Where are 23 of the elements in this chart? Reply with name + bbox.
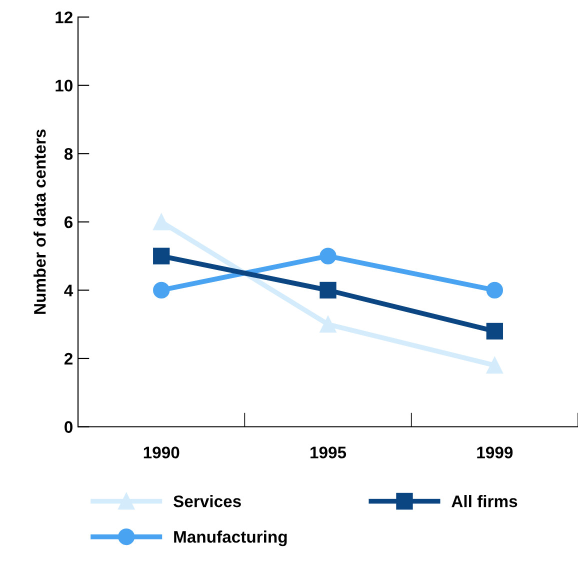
y-tick-label: 4 <box>64 284 74 296</box>
y-tick-label: 10 <box>56 80 72 92</box>
point <box>320 316 336 333</box>
point <box>320 282 336 299</box>
point <box>153 248 170 264</box>
point <box>153 214 170 230</box>
y-tick-label: 12 <box>56 11 73 24</box>
y-axis-title: Number of data centers <box>34 130 46 314</box>
y-tick-label: 6 <box>64 216 73 228</box>
x-tick-label: 1999 <box>477 446 513 458</box>
x-tick-label: 1995 <box>310 446 346 458</box>
point <box>486 282 504 299</box>
y-tick-label: 0 <box>64 421 72 433</box>
legend-label: All firms <box>452 495 518 508</box>
point <box>486 356 504 374</box>
point <box>153 282 170 299</box>
x-tick-label: 1990 <box>144 446 180 458</box>
legend-label: Manufacturing <box>174 530 287 546</box>
point <box>320 248 336 264</box>
y-tick-label: 8 <box>64 148 73 160</box>
point <box>486 322 504 340</box>
legend-label: Services <box>174 495 241 508</box>
y-tick-label: 2 <box>64 352 72 365</box>
